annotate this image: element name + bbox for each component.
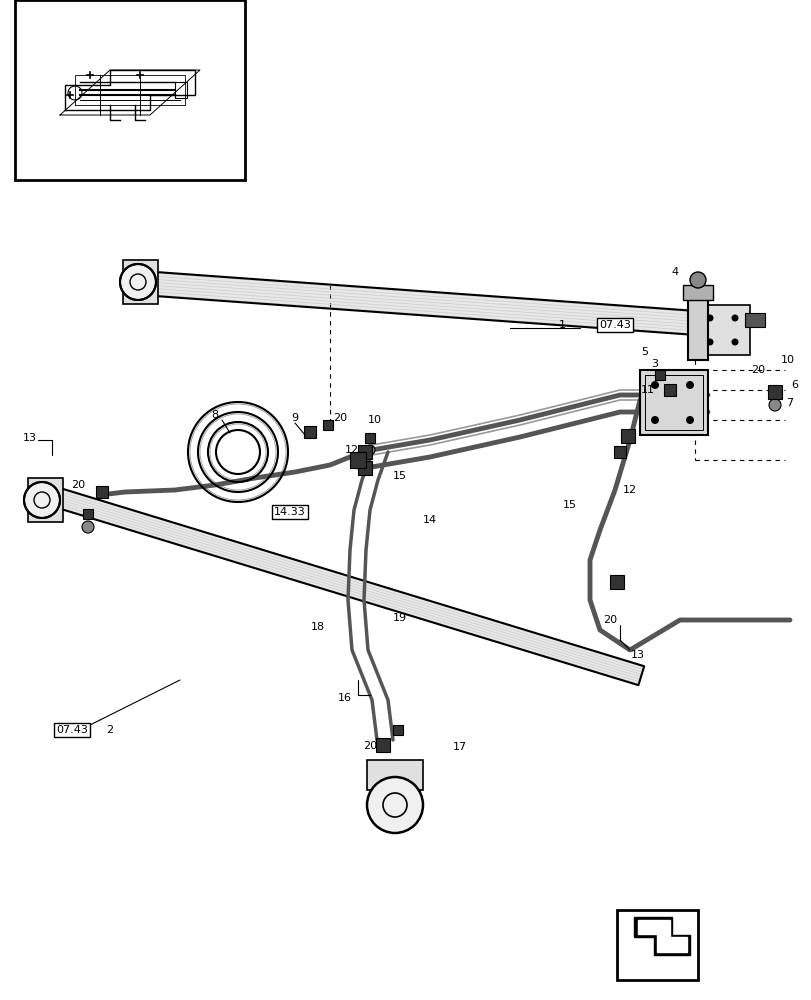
Text: 17: 17 [453,742,466,752]
Text: 1: 1 [558,320,564,330]
Circle shape [120,264,156,300]
Text: 12: 12 [622,485,637,495]
Bar [682,285,712,300]
Bar [609,575,623,589]
Circle shape [731,314,737,322]
Text: 8: 8 [211,410,218,420]
Bar [28,478,63,522]
Bar [744,313,764,327]
Bar [767,385,781,399]
Bar [393,725,402,735]
Text: 3: 3 [650,359,658,369]
Bar [644,375,702,430]
Bar [303,426,315,438]
Bar [663,384,676,396]
Bar [350,452,366,468]
Text: 5: 5 [641,347,648,357]
Text: 13: 13 [630,650,644,660]
Bar [367,760,423,790]
Circle shape [689,272,705,288]
Text: 6: 6 [791,380,797,390]
Text: 07.43: 07.43 [599,320,630,330]
Text: 20: 20 [603,615,616,625]
Bar [96,486,108,498]
Bar [639,370,707,435]
Text: 19: 19 [393,613,406,623]
Text: 12: 12 [345,445,358,455]
Circle shape [706,314,713,322]
Text: 16: 16 [337,693,351,703]
Text: 20: 20 [750,365,764,375]
Text: 18: 18 [311,622,324,632]
Text: 11: 11 [640,385,654,395]
Circle shape [365,445,375,455]
Text: 9: 9 [291,413,298,423]
Text: 07.43: 07.43 [56,725,88,735]
Bar [358,445,371,459]
Circle shape [768,399,780,411]
Bar [620,429,634,443]
Text: 13: 13 [23,433,37,443]
Bar [375,738,389,752]
Bar [358,461,371,475]
Text: 15: 15 [393,471,406,481]
Text: 7: 7 [786,398,792,408]
Circle shape [650,416,659,424]
Circle shape [685,381,693,389]
Circle shape [650,381,659,389]
Text: 10: 10 [367,415,381,425]
Bar [365,433,375,443]
Bar [654,370,664,380]
Text: 20: 20 [363,741,376,751]
Bar [613,446,625,458]
Text: 10: 10 [780,355,794,365]
Text: 2: 2 [106,725,114,735]
Polygon shape [637,920,686,952]
Polygon shape [633,917,689,955]
Circle shape [706,338,713,346]
Text: 14.33: 14.33 [274,507,306,517]
Bar [83,509,93,519]
Text: 15: 15 [562,500,577,510]
Text: 20: 20 [333,413,346,423]
Circle shape [731,338,737,346]
Circle shape [24,482,60,518]
Bar [616,910,697,980]
Circle shape [82,521,94,533]
Polygon shape [49,486,643,685]
Polygon shape [154,272,710,336]
Bar [687,295,707,360]
Text: 4: 4 [671,267,678,277]
Circle shape [685,416,693,424]
Circle shape [367,777,423,833]
Bar [323,420,333,430]
Text: 14: 14 [423,515,436,525]
Bar [122,260,158,304]
Bar [699,305,749,355]
Bar [15,0,245,180]
Bar [175,82,187,98]
Text: 20: 20 [71,480,85,490]
